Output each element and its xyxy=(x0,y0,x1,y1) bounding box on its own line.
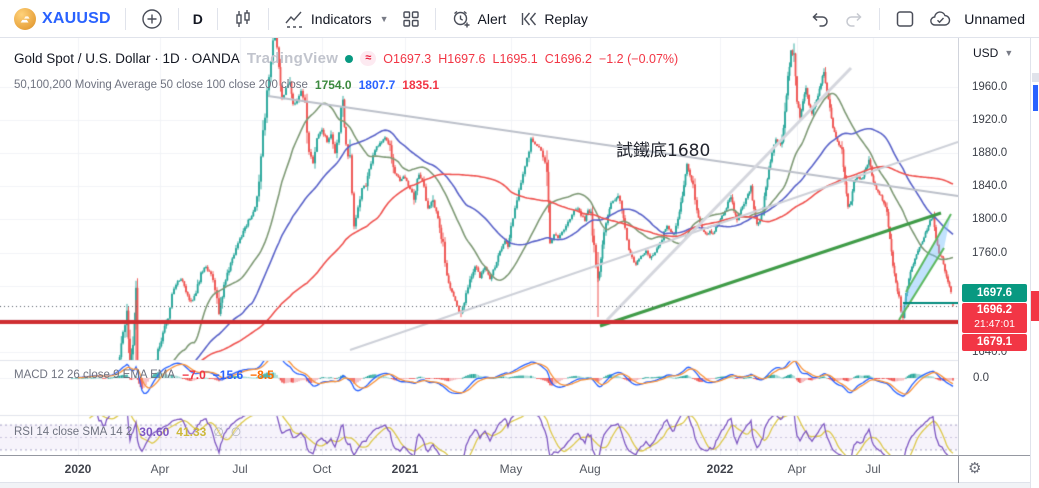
rsi-legend[interactable]: RSI 14 close SMA 14 2 30.60 41.33 ∅ ∅ xyxy=(14,425,241,439)
time-axis[interactable]: ⚙ 2020 Apr Jul Oct 2021 May Aug 2022 Apr Jul xyxy=(0,455,1039,483)
replay-icon xyxy=(518,9,538,29)
time-tick-label: Jul xyxy=(865,462,881,476)
macd-signal-value: −8.5 xyxy=(250,368,274,382)
macd-zero-label: 0.0 xyxy=(973,372,989,384)
time-tick-label: Apr xyxy=(150,462,170,476)
market-status-dot-icon xyxy=(345,54,354,63)
chart-canvas[interactable] xyxy=(0,38,958,455)
indicators-label: Indicators xyxy=(310,10,372,27)
ohlc-change: −1.2 (−0.07%) xyxy=(598,51,679,66)
price-badge: 1679.1 xyxy=(962,334,1027,351)
top-toolbar: XAUUSD D Indicators ▼ Alert xyxy=(0,0,1039,38)
price-axis[interactable]: USD ▼ 0.0 1960.0 1920.0 1880.0 1840.0 1800.0… xyxy=(958,38,1030,455)
chevron-down-icon: ▼ xyxy=(379,13,389,24)
toolbar-separator xyxy=(434,7,436,30)
tradingview-watermark: TradingView xyxy=(246,50,339,67)
redo-icon[interactable] xyxy=(837,5,871,33)
time-tick-label: Aug xyxy=(579,462,601,476)
ohlc-open: O1697.3 xyxy=(383,51,432,66)
text-annotation[interactable]: 試鐵底1680 xyxy=(616,141,711,161)
indicators-icon xyxy=(283,8,305,30)
alert-label: Alert xyxy=(477,10,507,27)
macd-hist-value: −7.0 xyxy=(182,368,206,382)
bottom-strip xyxy=(0,482,1039,488)
symbol-search-button[interactable]: XAUUSD xyxy=(8,5,117,33)
time-tick-label: 2020 xyxy=(64,462,92,476)
ohlc-high: H1697.6 xyxy=(438,51,486,66)
time-tick-label: Apr xyxy=(787,462,807,476)
time-tick-label: Jul xyxy=(232,462,248,476)
rsi-value: 30.60 xyxy=(139,425,170,439)
templates-grid-icon[interactable] xyxy=(395,6,427,32)
time-tick-label: Oct xyxy=(312,462,332,476)
chart-style-icon[interactable] xyxy=(226,5,260,33)
currency-label: USD xyxy=(973,46,999,60)
ma200-value: 1835.1 xyxy=(402,78,439,92)
price-tick-label: 1840.0 xyxy=(972,180,1008,193)
layout-select-icon[interactable] xyxy=(888,5,922,33)
toolbar-separator xyxy=(124,7,126,30)
ohlc-low: L1695.1 xyxy=(492,51,538,66)
ma-label: 50,100,200 Moving Average 50 close 100 c… xyxy=(14,79,308,91)
time-tick-label: 2021 xyxy=(391,462,419,476)
macd-label: MACD 12 26 close 9 EMA EMA xyxy=(14,369,176,381)
alert-button[interactable]: Alert xyxy=(444,5,513,33)
currency-selector[interactable]: USD ▼ xyxy=(973,46,1013,60)
compare-add-icon[interactable] xyxy=(134,4,170,34)
axis-corner-divider xyxy=(958,456,959,483)
toolbar-separator xyxy=(216,7,218,30)
price-badge: 1696.2 21:47:01 xyxy=(962,303,1027,333)
chevron-down-icon: ▼ xyxy=(1004,48,1014,58)
interval-button[interactable]: D xyxy=(192,10,203,27)
layout-name: Unnamed xyxy=(964,10,1025,27)
rsi-band2-value: ∅ xyxy=(230,425,242,439)
ohlc-close: C1696.2 xyxy=(544,51,592,66)
toolbar-separator xyxy=(879,7,881,30)
cloud-save-icon[interactable]: Unnamed xyxy=(922,5,1031,33)
scroll-indicator-blue xyxy=(1033,85,1038,111)
replay-label: Replay xyxy=(544,10,588,27)
rsi-band1-value: ∅ xyxy=(213,425,224,439)
ma100-value: 1807.7 xyxy=(358,78,396,92)
price-tick-label: 1880.0 xyxy=(972,147,1008,160)
undo-icon[interactable] xyxy=(803,5,837,33)
approx-data-badge: ≈ xyxy=(360,51,377,66)
alert-clock-icon xyxy=(450,8,472,30)
price-badge: 1697.6 xyxy=(962,284,1027,302)
series-title: Gold Spot / U.S. Dollar · 1D · OANDA xyxy=(14,51,240,66)
price-tick-label: 1960.0 xyxy=(972,81,1008,93)
macd-legend[interactable]: MACD 12 26 close 9 EMA EMA −7.0 −15.6 −8… xyxy=(14,368,274,382)
price-tick-label: 1800.0 xyxy=(972,213,1008,226)
toolbar-separator xyxy=(177,7,179,30)
rsi-ma-value: 41.33 xyxy=(176,425,207,439)
time-tick-label: 2022 xyxy=(706,462,734,476)
right-panel-edge xyxy=(1030,38,1039,488)
ma-legend[interactable]: 50,100,200 Moving Average 50 close 100 c… xyxy=(14,78,439,92)
rsi-label: RSI 14 close SMA 14 2 xyxy=(14,426,133,438)
indicators-button[interactable]: Indicators ▼ xyxy=(277,5,395,33)
gear-icon[interactable]: ⚙ xyxy=(968,460,982,477)
toolbar-separator xyxy=(267,7,269,30)
main-series-legend[interactable]: Gold Spot / U.S. Dollar · 1D · OANDA Tra… xyxy=(14,50,678,67)
symbol-logo-icon xyxy=(14,7,36,30)
chart-region: Gold Spot / U.S. Dollar · 1D · OANDA Tra… xyxy=(0,38,1039,488)
toolbar-right-group: Unnamed xyxy=(803,5,1031,33)
macd-line-value: −15.6 xyxy=(212,368,244,382)
time-tick-label: May xyxy=(499,462,523,476)
price-tick-label: 1920.0 xyxy=(972,114,1008,127)
symbol-name: XAUUSD xyxy=(42,9,111,27)
replay-button[interactable]: Replay xyxy=(512,6,594,32)
price-tick-label: 1760.0 xyxy=(972,246,1008,259)
panel-handle[interactable] xyxy=(1032,73,1039,82)
scroll-indicator-red xyxy=(1031,291,1039,321)
ma50-value: 1754.0 xyxy=(314,78,352,92)
